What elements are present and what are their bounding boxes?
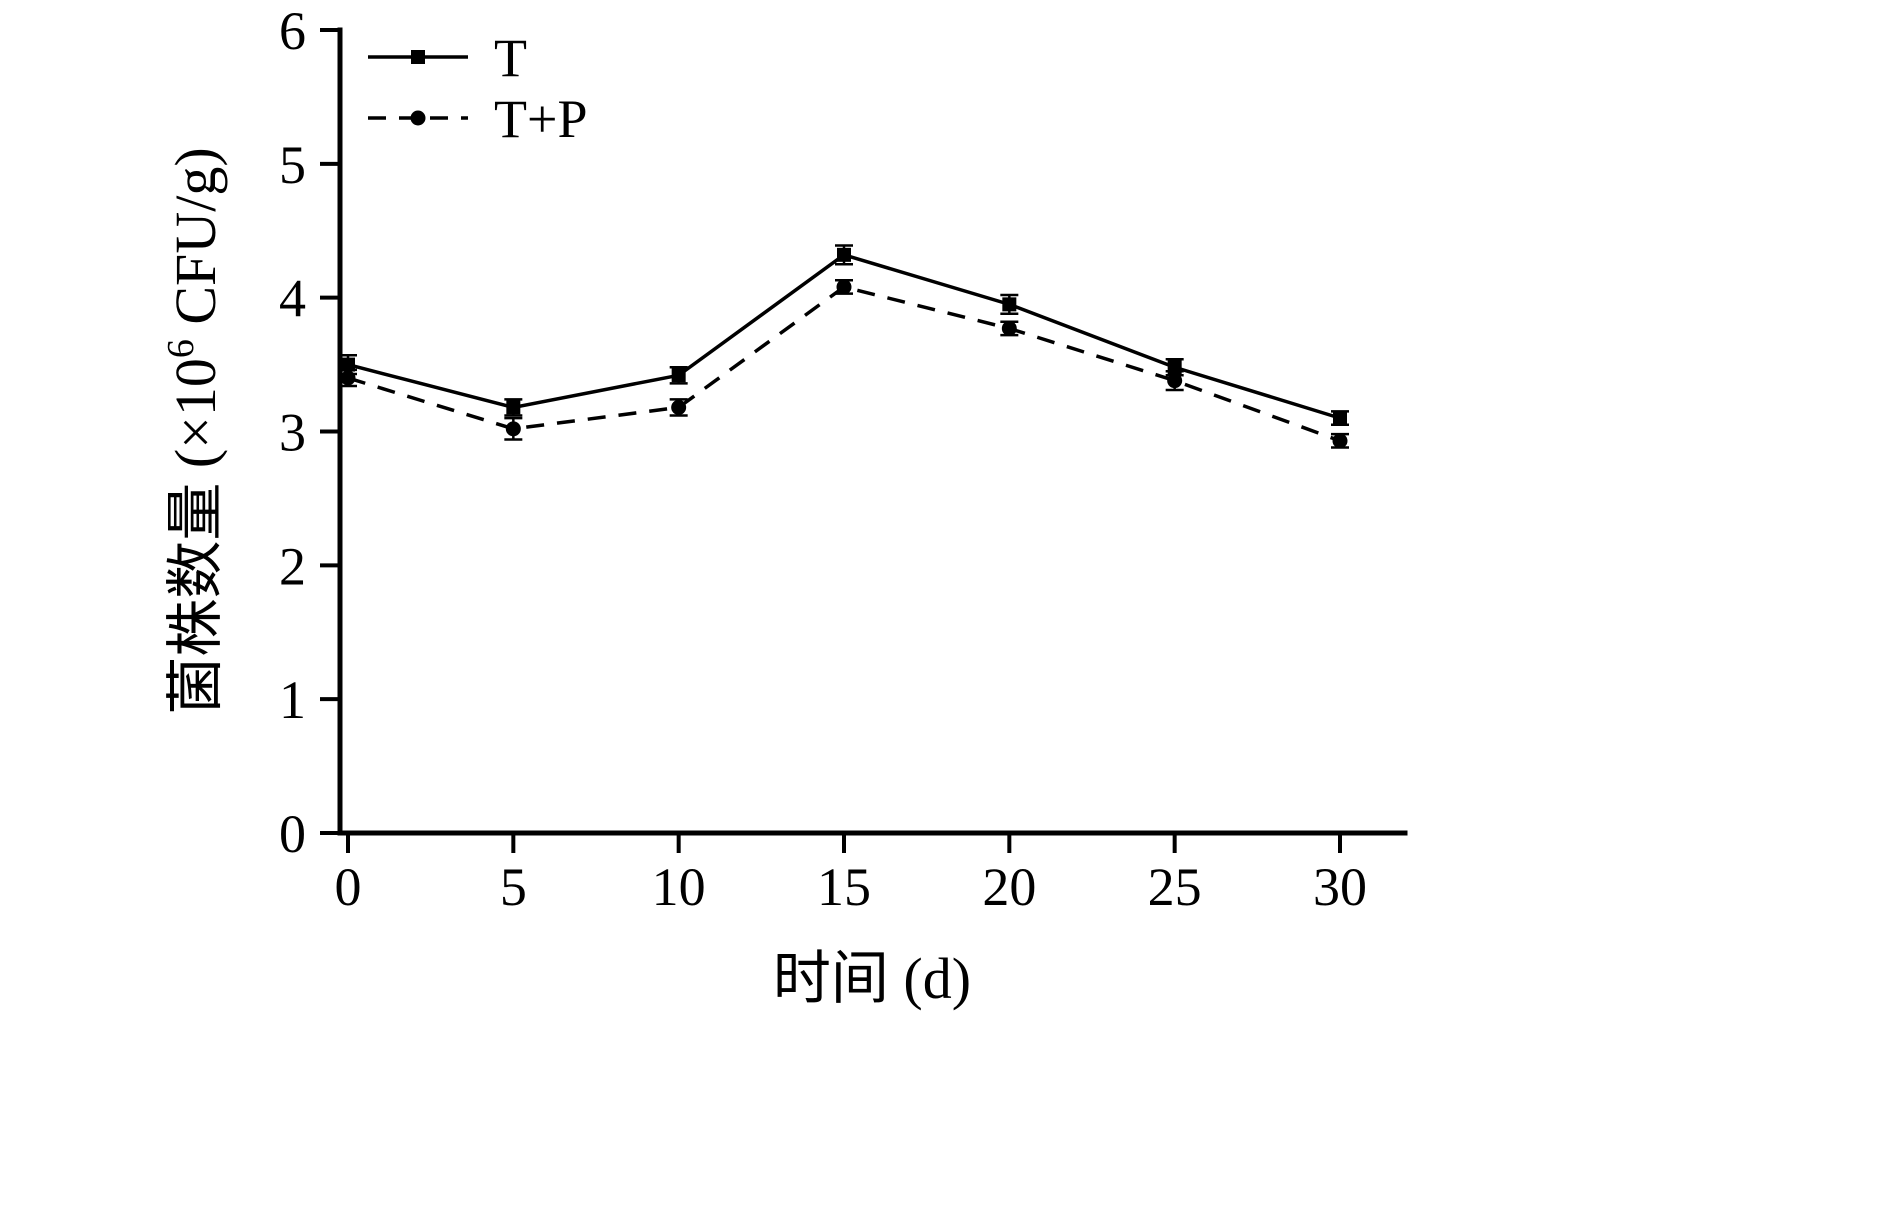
x-tick-label: 15 [817, 857, 871, 917]
axis-lines [337, 27, 1408, 836]
series-T [339, 244, 1349, 427]
legend-marker-circle [410, 110, 426, 126]
x-tick-label: 30 [1313, 857, 1367, 917]
marker-circle [1332, 433, 1348, 449]
y-axis-title: 菌株数量 (×106 CFU/g) [160, 147, 228, 714]
y-tick-label: 4 [279, 269, 306, 329]
y-tick-label: 5 [279, 135, 306, 195]
marker-square [837, 247, 851, 262]
marker-circle [340, 370, 356, 386]
y-axis-title-part: 6 [160, 339, 202, 358]
legend-item-T+P: T+P [368, 89, 587, 149]
x-tick-label: 25 [1148, 857, 1202, 917]
y-tick-label: 2 [279, 536, 306, 596]
marker-square [1002, 297, 1017, 312]
x-axis-title: 时间 (d) [773, 946, 971, 1011]
marker-circle [1167, 373, 1183, 389]
x-tick-label: 0 [335, 857, 362, 917]
marker-square [506, 400, 521, 415]
y-axis-title-part: CFU/g) [163, 147, 228, 339]
y-tick-label: 1 [279, 670, 306, 730]
y-axis-title-part: 菌株数量 (×10 [163, 358, 228, 715]
marker-square [341, 357, 355, 372]
y-tick-label: 0 [279, 804, 306, 864]
x-tick-label: 5 [500, 857, 527, 917]
y-tick-label: 6 [279, 1, 306, 61]
legend-label: T+P [494, 89, 587, 149]
series-line-T+P [347, 285, 1341, 443]
y-tick-label: 3 [279, 403, 306, 463]
axes: 0 5 10 15 20 25 30 0 1 2 3 4 5 6 [279, 1, 1408, 917]
marker-circle [1001, 320, 1017, 336]
legend-label: T [494, 28, 527, 88]
legend-item-T: T [368, 28, 527, 88]
marker-circle [505, 421, 521, 437]
data-series [339, 244, 1349, 449]
legend-marker-square [411, 50, 425, 64]
marker-circle [671, 399, 687, 415]
marker-square [1333, 411, 1347, 426]
marker-square [671, 368, 686, 383]
legend: TT+P [368, 28, 587, 149]
marker-circle [836, 279, 852, 295]
x-tick-label: 20 [982, 857, 1036, 917]
x-tick-label: 10 [652, 857, 706, 917]
series-T+P [339, 279, 1349, 449]
